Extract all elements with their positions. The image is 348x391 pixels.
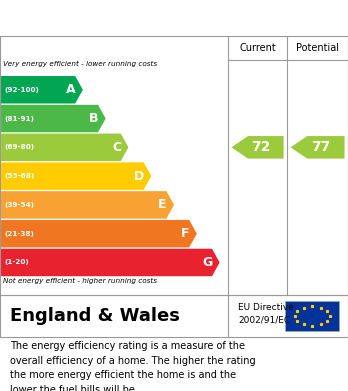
Text: C: C	[112, 141, 121, 154]
Polygon shape	[1, 162, 151, 190]
Text: G: G	[203, 256, 213, 269]
Text: Not energy efficient - higher running costs: Not energy efficient - higher running co…	[3, 278, 158, 284]
Text: Energy Efficiency Rating: Energy Efficiency Rating	[10, 11, 220, 25]
Text: Very energy efficient - lower running costs: Very energy efficient - lower running co…	[3, 61, 158, 67]
Polygon shape	[1, 134, 128, 161]
Text: E: E	[158, 198, 166, 212]
Polygon shape	[291, 136, 345, 159]
Text: (69-80): (69-80)	[4, 144, 34, 150]
Polygon shape	[1, 105, 106, 132]
Text: (81-91): (81-91)	[4, 116, 34, 122]
Text: Potential: Potential	[296, 43, 339, 53]
Text: England & Wales: England & Wales	[10, 307, 180, 325]
Polygon shape	[1, 249, 220, 276]
Text: (21-38): (21-38)	[4, 231, 34, 237]
Text: 72: 72	[251, 140, 270, 154]
Polygon shape	[1, 76, 83, 104]
Text: (92-100): (92-100)	[4, 87, 39, 93]
Text: The energy efficiency rating is a measure of the
overall efficiency of a home. T: The energy efficiency rating is a measur…	[10, 341, 256, 391]
Text: A: A	[66, 83, 76, 96]
Polygon shape	[1, 191, 174, 219]
Text: (1-20): (1-20)	[4, 260, 29, 265]
Text: B: B	[89, 112, 98, 125]
Text: (39-54): (39-54)	[4, 202, 34, 208]
Text: Current: Current	[239, 43, 276, 53]
Polygon shape	[231, 136, 284, 159]
Text: F: F	[181, 227, 189, 240]
Text: EU Directive
2002/91/EC: EU Directive 2002/91/EC	[238, 303, 294, 324]
Text: 77: 77	[311, 140, 331, 154]
Bar	[285, 301, 339, 331]
Text: (55-68): (55-68)	[4, 173, 34, 179]
Text: D: D	[134, 170, 144, 183]
Polygon shape	[1, 220, 197, 248]
